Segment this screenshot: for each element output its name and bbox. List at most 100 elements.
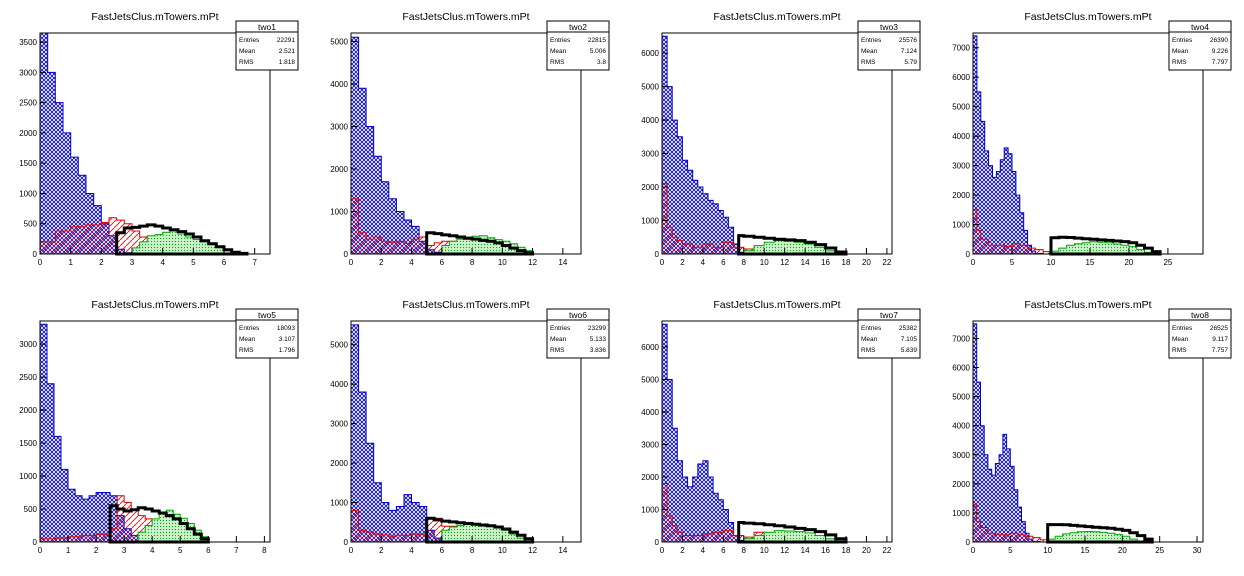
stats-name: two2 xyxy=(569,22,587,32)
stats-box xyxy=(546,308,610,359)
histogram-panel-7: FastJetsClus.mTowers.mPt 0 1000 2000 3000 400… xyxy=(641,299,921,555)
stats-value-entries: 22815 xyxy=(588,37,606,44)
y-tick-label: 6000 xyxy=(641,49,659,58)
x-tick-label: 12 xyxy=(780,546,789,555)
y-tick-label: 500 xyxy=(24,220,38,229)
y-tick-label: 4000 xyxy=(330,380,348,389)
stats-label-rms: RMS xyxy=(1172,347,1187,354)
stats-label-entries: Entries xyxy=(550,37,571,44)
x-tick-label: 0 xyxy=(971,546,976,555)
y-tick-label: 3000 xyxy=(641,150,659,159)
x-tick-label: 2 xyxy=(94,546,99,555)
chart-title: FastJetsClus.mTowers.mPt xyxy=(1024,299,1151,311)
y-tick-label: 3000 xyxy=(330,420,348,429)
x-tick-label: 6 xyxy=(721,546,726,555)
stats-value-mean: 3.107 xyxy=(279,336,296,343)
series-black-histogram xyxy=(425,516,535,544)
stats-value-entries: 26525 xyxy=(1210,325,1228,332)
x-tick-label: 10 xyxy=(1043,546,1052,555)
y-tick-label: 1000 xyxy=(19,472,37,481)
stats-box xyxy=(857,20,921,71)
x-tick-label: 2 xyxy=(680,258,685,267)
series-green-histogram xyxy=(1050,241,1153,255)
y-tick-label: 2000 xyxy=(952,191,970,200)
y-tick-label: 0 xyxy=(966,250,971,259)
y-tick-label: 3000 xyxy=(641,441,659,450)
stats-label-entries: Entries xyxy=(861,325,882,332)
chart-title: FastJetsClus.mTowers.mPt xyxy=(1024,11,1151,23)
y-tick-label: 5000 xyxy=(330,38,348,47)
x-tick-label: 4 xyxy=(701,546,706,555)
y-tick-label: 1500 xyxy=(19,439,37,448)
x-tick-label: 5 xyxy=(191,258,196,267)
x-tick-label: 3 xyxy=(122,546,127,555)
x-tick-label: 8 xyxy=(742,258,747,267)
stats-box xyxy=(235,308,299,359)
stats-name: two7 xyxy=(880,310,898,320)
series-green-histogram xyxy=(743,240,837,255)
stats-value-rms: 3.836 xyxy=(590,347,607,354)
stats-name: two3 xyxy=(880,22,898,32)
y-tick-label: 4000 xyxy=(952,132,970,141)
y-tick-label: 0 xyxy=(33,538,38,547)
x-tick-label: 4 xyxy=(701,258,706,267)
x-tick-label: 8 xyxy=(262,546,267,555)
stats-value-entries: 22291 xyxy=(277,37,295,44)
y-tick-label: 2000 xyxy=(19,129,37,138)
x-tick-label: 2 xyxy=(379,258,384,267)
series-black-histogram xyxy=(115,223,249,256)
x-tick-label: 25 xyxy=(1155,546,1164,555)
stats-value-mean: 9.117 xyxy=(1212,336,1228,343)
y-tick-label: 3000 xyxy=(952,162,970,171)
stats-label-mean: Mean xyxy=(1172,48,1189,55)
stats-value-rms: 5.839 xyxy=(901,347,918,354)
y-tick-label: 3000 xyxy=(952,451,970,460)
chart-title: FastJetsClus.mTowers.mPt xyxy=(713,299,840,311)
y-tick-label: 6000 xyxy=(641,343,659,352)
x-tick-label: 15 xyxy=(1085,258,1094,267)
histogram-panel-2: FastJetsClus.mTowers.mPt 0 1000 2000 3000 400… xyxy=(330,11,610,267)
x-tick-label: 10 xyxy=(498,546,507,555)
stats-name: two1 xyxy=(258,22,276,32)
stats-name: two4 xyxy=(1191,22,1209,32)
stats-label-entries: Entries xyxy=(1172,37,1193,44)
y-tick-label: 6000 xyxy=(952,364,970,373)
series-black-histogram xyxy=(108,504,210,544)
stats-box xyxy=(1168,308,1232,359)
x-tick-label: 0 xyxy=(38,258,43,267)
y-tick-label: 5000 xyxy=(330,341,348,350)
histogram-panel-4: FastJetsClus.mTowers.mPt 0 1000 2000 3000 400… xyxy=(952,11,1232,267)
series-black-histogram xyxy=(1049,235,1162,256)
plot-frame xyxy=(350,320,582,543)
x-tick-label: 5 xyxy=(1010,258,1015,267)
x-tick-label: 4 xyxy=(150,546,155,555)
x-tick-label: 6 xyxy=(440,546,445,555)
x-tick-label: 0 xyxy=(38,546,43,555)
series-blue-histogram xyxy=(350,36,457,255)
stats-name: two8 xyxy=(1191,310,1209,320)
y-tick-label: 7000 xyxy=(952,44,970,53)
x-tick-label: 30 xyxy=(1193,546,1202,555)
stats-value-entries: 23299 xyxy=(588,325,606,332)
x-tick-label: 6 xyxy=(440,258,445,267)
y-tick-label: 0 xyxy=(33,250,38,259)
y-tick-label: 5000 xyxy=(952,393,970,402)
histogram-panel-8: FastJetsClus.mTowers.mPt 0 1000 2000 3000 400… xyxy=(952,299,1232,555)
series-blue-histogram xyxy=(972,35,1044,255)
y-tick-label: 3500 xyxy=(19,38,37,47)
y-tick-label: 1000 xyxy=(19,189,37,198)
x-tick-label: 10 xyxy=(760,546,769,555)
stats-label-mean: Mean xyxy=(861,48,878,55)
x-tick-label: 6 xyxy=(721,258,726,267)
stats-value-entries: 18093 xyxy=(277,325,295,332)
x-tick-label: 3 xyxy=(130,258,135,267)
x-tick-label: 20 xyxy=(862,546,871,555)
y-tick-label: 1000 xyxy=(952,221,970,230)
x-tick-label: 4 xyxy=(409,258,414,267)
y-tick-label: 1000 xyxy=(952,509,970,518)
stats-label-mean: Mean xyxy=(239,336,256,343)
y-tick-label: 4000 xyxy=(641,408,659,417)
histogram-panel-1: FastJetsClus.mTowers.mPt 0 500 1000 1500 2000… xyxy=(19,11,299,267)
stats-value-entries: 26390 xyxy=(1210,37,1228,44)
x-tick-label: 7 xyxy=(252,258,257,267)
